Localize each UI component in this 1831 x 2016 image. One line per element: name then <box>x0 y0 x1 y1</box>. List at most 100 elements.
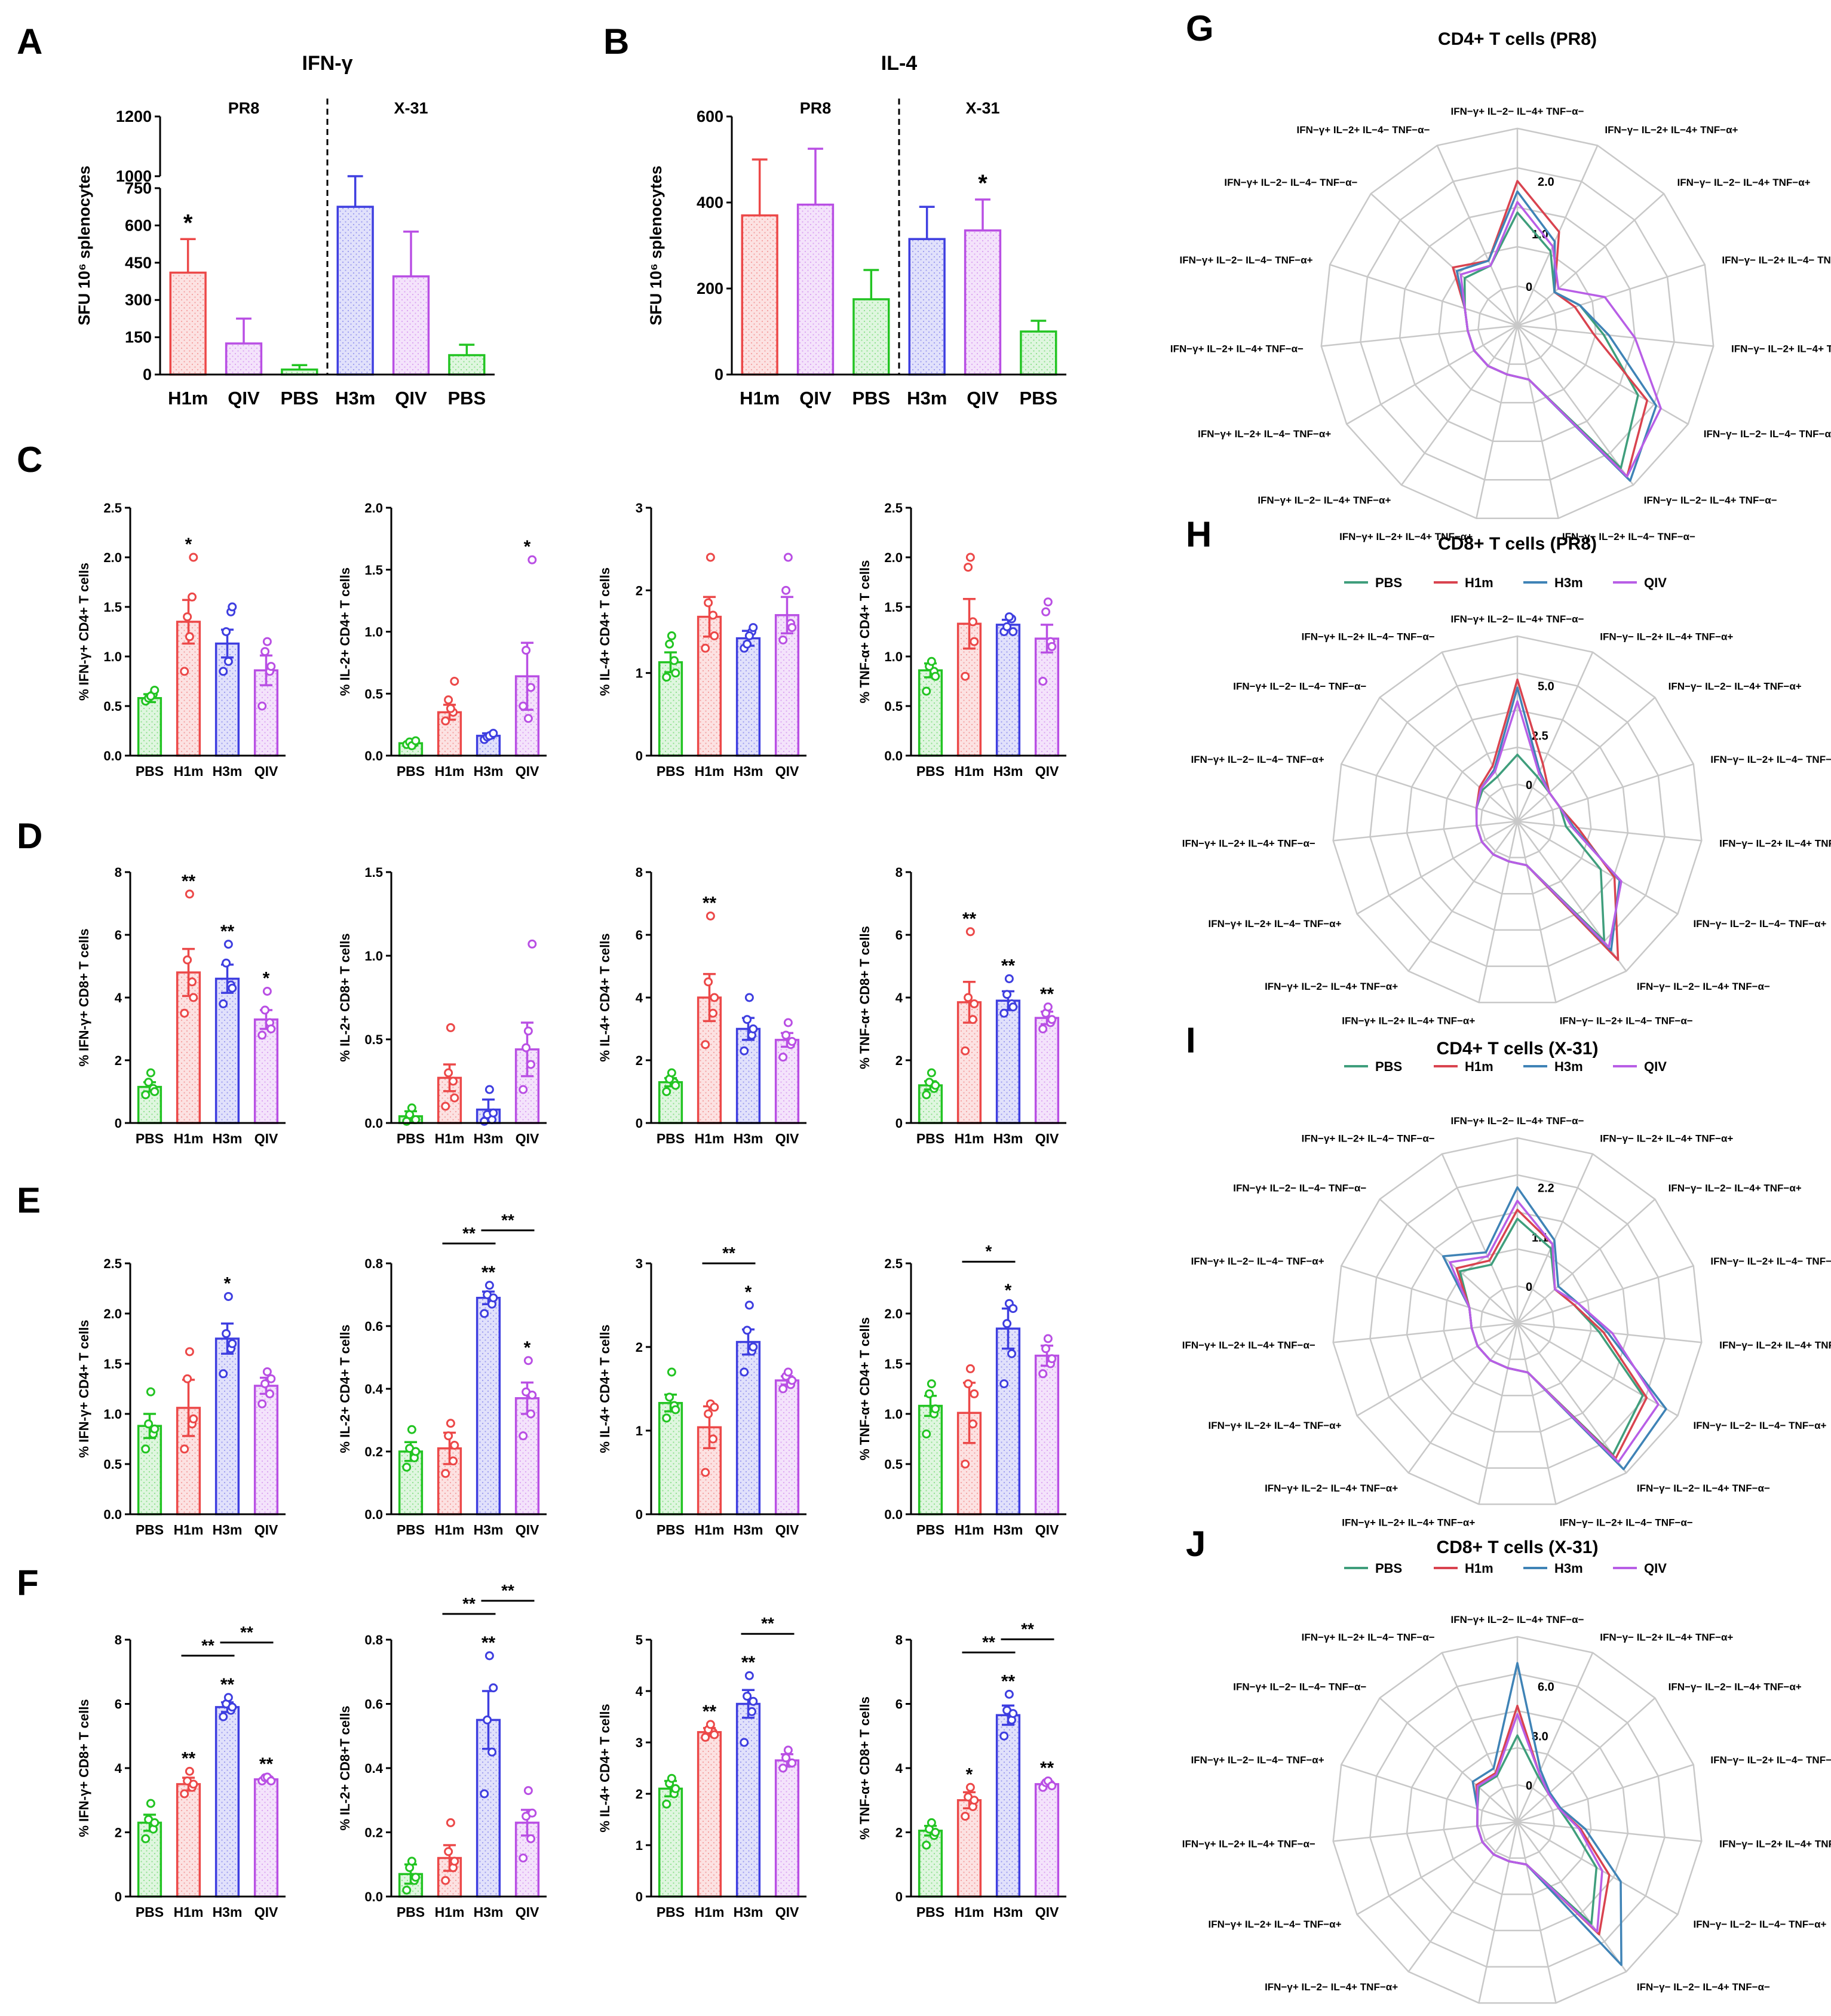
significance-mark: ** <box>962 909 977 929</box>
data-point <box>487 1747 497 1757</box>
data-point <box>706 912 715 920</box>
data-point <box>1043 1334 1053 1343</box>
y-axis-label: % TNF-α+ CD4+ T cells <box>857 560 872 704</box>
data-point <box>450 677 459 686</box>
bracket-label: ** <box>462 1224 476 1242</box>
y-tick-label: 2.0 <box>884 1306 903 1321</box>
y-tick-label: 4 <box>115 1761 122 1776</box>
x-tick-label: H1m <box>955 1522 984 1538</box>
radar-axis-label: IFN−γ− IL−2+ IL−4+ TNF−α+ <box>1600 1631 1733 1643</box>
legend-label: QIV <box>1644 575 1667 590</box>
radar-axis-label: IFN−γ− IL−2− IL−4+ TNF−α+ <box>1669 1681 1802 1692</box>
radar-grid-ring <box>1480 1784 1555 1859</box>
data-point <box>526 683 536 692</box>
radar-axis-label: IFN−γ− IL−2− IL−4− TNF−α+ <box>1704 428 1831 440</box>
y-tick-label: 6 <box>115 928 122 943</box>
x-tick-label: QIV <box>1035 1522 1059 1538</box>
data-point <box>743 1325 752 1335</box>
data-point <box>667 1773 676 1783</box>
data-point <box>964 563 973 572</box>
bar-H3m <box>214 977 240 1124</box>
x-tick-label: H1m <box>695 1131 725 1146</box>
data-point <box>407 1425 416 1434</box>
data-point <box>180 1444 189 1454</box>
radar-axis-label: IFN−γ+ IL−2− IL−4− TNF−α− <box>1233 1681 1366 1692</box>
panel-letter-H: H <box>1186 514 1212 554</box>
data-point <box>489 1108 498 1118</box>
data-point <box>189 1779 198 1789</box>
radar-axis-label: IFN−γ+ IL−2− IL−4+ TNF−α− <box>1450 1614 1584 1625</box>
bar-QIV <box>1034 1017 1060 1124</box>
data-point <box>744 1671 754 1680</box>
x-tick-label: PBS <box>916 763 944 779</box>
chart-F2: 0.0 0.2 0.4 0.6 0.8 % IL-2+ CD8+T cells PBS H1m… <box>338 1581 547 1920</box>
radar-axis-label: IFN−γ− IL−2+ IL−4+ TNF−α− <box>1719 1839 1831 1850</box>
bar-H1m <box>697 1731 722 1898</box>
x-tick-label: H1m <box>174 1904 204 1920</box>
data-point <box>185 632 194 642</box>
x-tick-label: QIV <box>775 1131 799 1146</box>
x-tick-label: H3m <box>213 1522 243 1538</box>
radar-spoke <box>1407 1821 1519 1972</box>
y-tick-label: 4 <box>895 990 903 1005</box>
bar-QIV <box>225 342 263 376</box>
bar-H1m <box>176 1783 201 1898</box>
radar-axis-label: IFN−γ+ IL−2− IL−4+ TNF−α+ <box>1265 1483 1398 1494</box>
data-point <box>141 1090 151 1100</box>
y-tick-label: 2.0 <box>884 550 903 565</box>
y-tick-label: 5 <box>636 1633 643 1647</box>
x-tick-label: QIV <box>1035 763 1059 779</box>
y-tick-label: 0.0 <box>884 748 903 763</box>
data-point <box>266 662 276 671</box>
data-point <box>228 602 237 612</box>
radar-spoke <box>1516 145 1599 326</box>
y-tick-label: 8 <box>895 865 903 880</box>
chart-E: 0.0 0.5 1.0 1.5 2.0 2.5 % IFN-γ+ CD4+ T cells P… <box>76 1256 286 1538</box>
panel-letter-F: F <box>17 1563 39 1603</box>
data-point <box>222 627 231 636</box>
y-tick-label: 600 <box>697 108 723 125</box>
data-point <box>527 1808 537 1818</box>
data-point <box>709 1434 718 1444</box>
x-tick-label: H1m <box>435 763 465 779</box>
data-point <box>185 1347 194 1357</box>
data-point <box>266 1776 276 1785</box>
data-point <box>961 1046 970 1055</box>
radar-spoke <box>1476 325 1519 519</box>
bracket-label: * <box>986 1242 992 1260</box>
data-point <box>667 631 676 640</box>
radar-axis-label: IFN−γ+ IL−2+ IL−4+ TNF−α+ <box>1342 1015 1475 1027</box>
y-tick-label: 0.5 <box>103 1457 122 1472</box>
y-tick-label: 0 <box>895 1889 903 1904</box>
bar-PBS <box>918 669 943 757</box>
significance-mark: * <box>745 1282 752 1302</box>
data-point <box>671 1081 680 1090</box>
data-point <box>964 993 973 1002</box>
bar-QIV <box>1034 1354 1060 1515</box>
x-tick-label: H1m <box>955 763 984 779</box>
radar-axis-label: IFN−γ+ IL−2+ IL−4+ TNF−α+ <box>1342 1517 1475 1529</box>
legend-label: QIV <box>1644 1059 1667 1074</box>
data-point <box>931 1404 940 1414</box>
significance-mark: * <box>185 535 192 554</box>
data-point <box>223 940 233 949</box>
radar-axis-label: IFN−γ+ IL−2+ IL−4+ TNF−α− <box>1182 1340 1315 1351</box>
bar-QIV <box>253 1778 279 1898</box>
legend-item-H3m: H3m <box>1523 1059 1583 1074</box>
data-point <box>219 667 228 676</box>
data-point <box>444 695 453 705</box>
y-axis-label: % IFN-γ+ CD8+ T cells <box>76 928 91 1066</box>
data-point <box>704 1409 713 1419</box>
data-point <box>223 1693 233 1702</box>
significance-mark: ** <box>220 1675 235 1695</box>
y-tick-label: 6 <box>895 928 903 943</box>
y-axis-label: % IL-2+ CD8+ T cells <box>338 933 352 1061</box>
radar-axis-label: IFN−γ+ IL−2+ IL−4+ TNF−α+ <box>1339 531 1473 542</box>
x-tick-label: QIV <box>516 1131 539 1146</box>
bar-H1m <box>741 214 778 376</box>
radar-spoke <box>1517 1697 1656 1822</box>
radar-spoke <box>1441 1652 1519 1822</box>
data-point <box>710 631 719 640</box>
data-point <box>1008 1002 1018 1012</box>
data-point <box>744 993 754 1002</box>
